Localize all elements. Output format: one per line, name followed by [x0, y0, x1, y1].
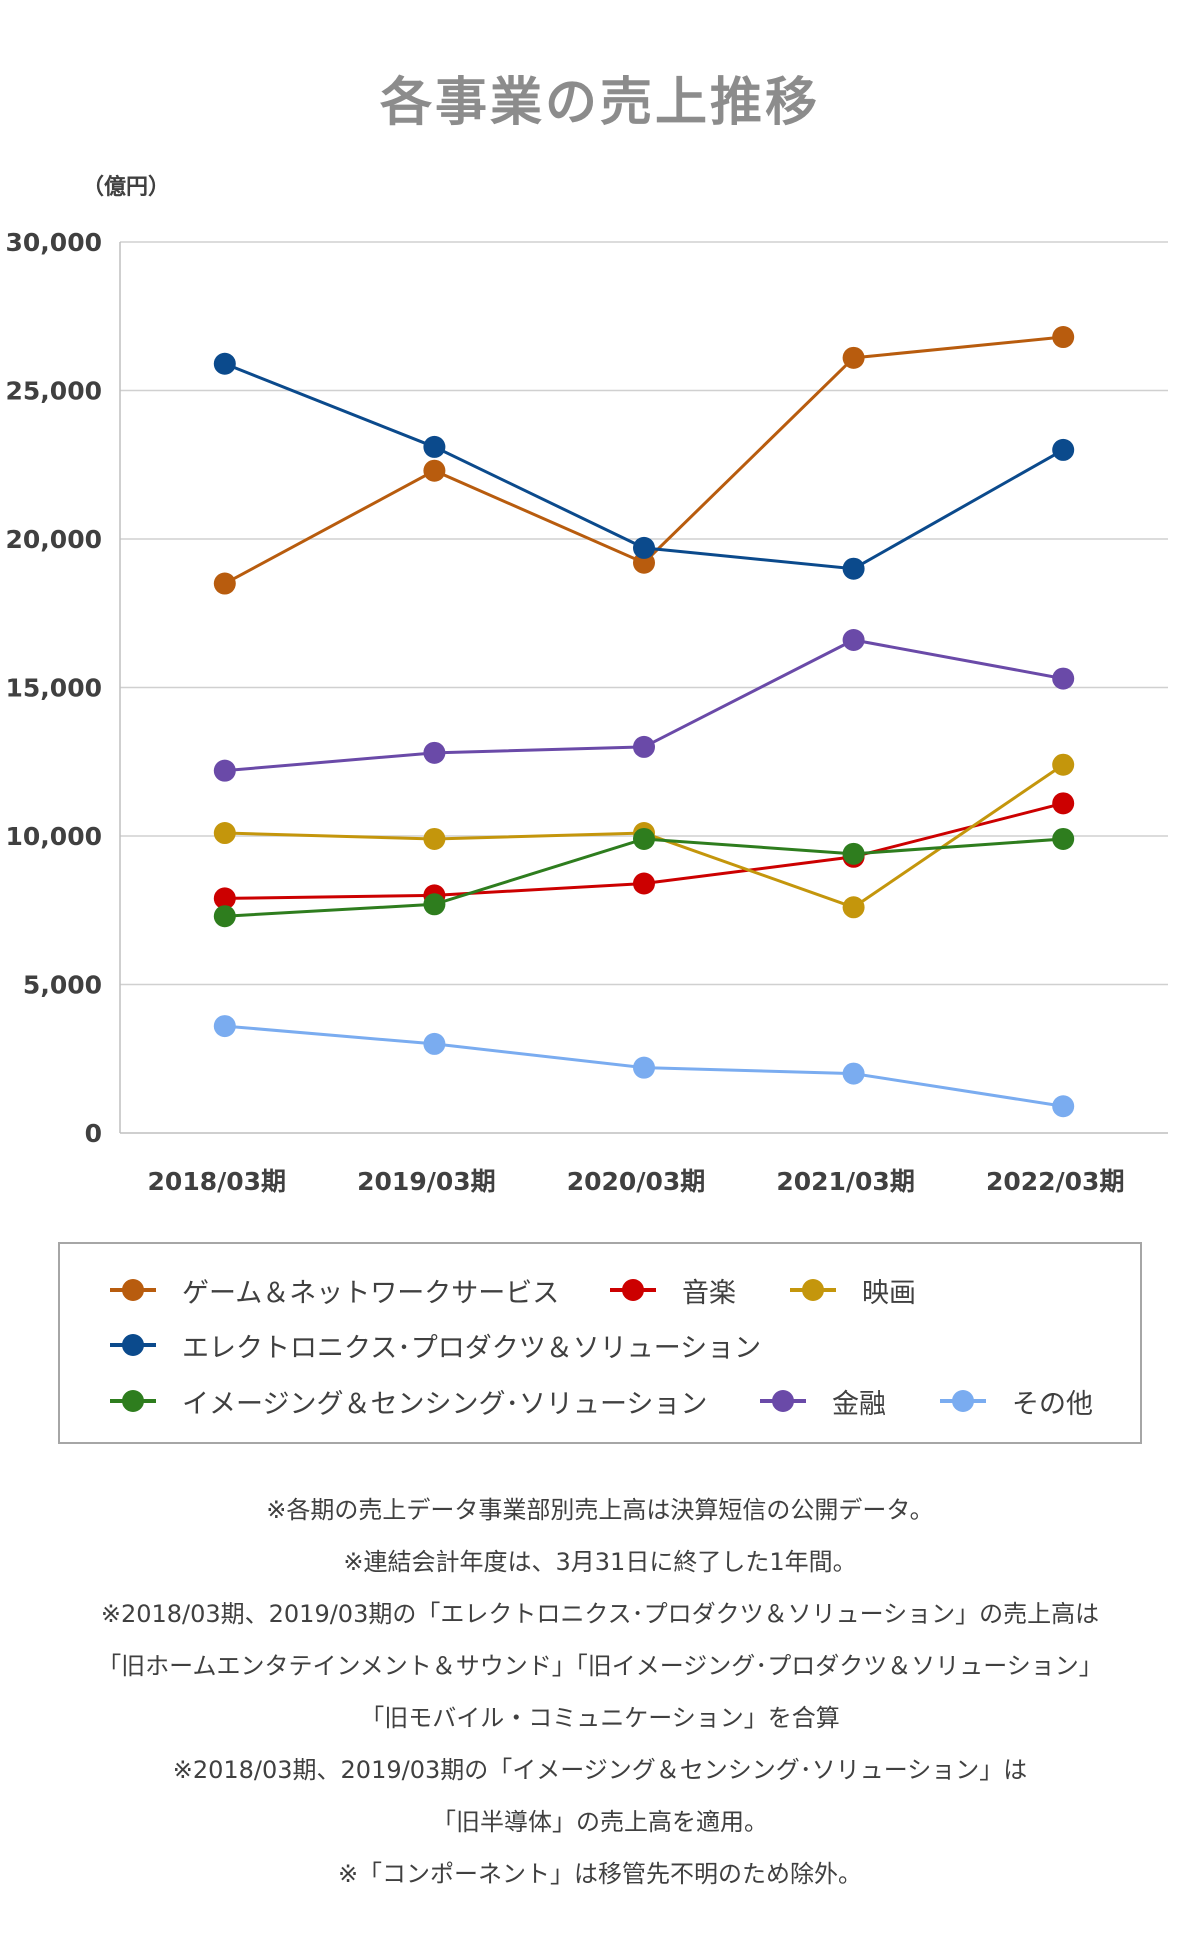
chart-title: 各事業の売上推移: [379, 73, 820, 133]
legend-swatch-icon: [940, 1381, 986, 1421]
data-point: [213, 822, 236, 845]
footnote: 「旧半導体」の売上高を適用。: [432, 1808, 768, 1836]
legend-item-film: 映画: [790, 1270, 916, 1310]
footnote: ※2018/03期、2019/03期の「エレクトロニクス･プロダクツ＆ソリューシ…: [100, 1600, 1100, 1628]
footnote: ※2018/03期、2019/03期の「イメージング＆センシング･ソリューション…: [172, 1756, 1028, 1784]
y-axis-unit: （億円）: [82, 174, 170, 200]
x-axis: 2018/03期 2019/03期 2020/03期 2021/03期 2022/03期: [120, 1132, 1168, 1196]
footnote: ※連結会計年度は、3月31日に終了した1年間。: [343, 1548, 857, 1576]
data-point: [213, 352, 236, 375]
legend-item-imaging: イメージング＆センシング･ソリューション: [110, 1381, 707, 1421]
data-point: [423, 827, 446, 850]
data-point: [423, 741, 446, 764]
legend-item-electronics: エレクトロニクス･プロダクツ＆ソリューション: [110, 1325, 761, 1365]
y-tick-label: 5,000: [23, 971, 102, 1000]
x-tick-label: 2019/03期: [357, 1167, 496, 1196]
y-tick-label: 30,000: [6, 228, 102, 257]
x-tick-label: 2018/03期: [148, 1167, 287, 1196]
y-axis: 0 5,000 10,000 15,000 20,000 25,000 30,000: [6, 228, 121, 1148]
data-point: [213, 1015, 236, 1038]
data-point: [1052, 827, 1075, 850]
x-tick-label: 2021/03期: [776, 1167, 915, 1196]
y-tick-label: 20,000: [6, 525, 102, 554]
data-point: [842, 842, 865, 865]
legend-swatch-icon: [110, 1381, 156, 1421]
legend-label: イメージング＆センシング･ソリューション: [182, 1388, 708, 1420]
footnote: ※各期の売上データ事業部別売上高は決算短信の公開データ。: [266, 1496, 934, 1524]
legend: ゲーム＆ネットワークサービス 音楽 映画 エレクトロニクス･プロダクツ＆ソリュー…: [58, 1242, 1142, 1444]
data-point: [1052, 1095, 1075, 1118]
legend-label: 金融: [832, 1388, 886, 1420]
legend-swatch-icon: [110, 1270, 156, 1310]
legend-swatch-icon: [110, 1325, 156, 1365]
footnote: 「旧ホームエンタテインメント＆サウンド」「旧イメージング･プロダクツ＆ソリューシ…: [97, 1652, 1103, 1680]
legend-item-finance: 金融: [760, 1381, 886, 1421]
series-1: [213, 792, 1075, 910]
legend-item-other: その他: [940, 1381, 1093, 1421]
x-tick-label: 2022/03期: [986, 1167, 1125, 1196]
data-point: [423, 435, 446, 458]
data-point: [213, 887, 236, 910]
y-tick-label: 10,000: [6, 822, 102, 851]
data-point: [1052, 326, 1075, 349]
data-point: [423, 459, 446, 482]
data-point: [423, 893, 446, 916]
y-tick-label: 0: [85, 1119, 102, 1148]
data-point: [633, 827, 655, 850]
data-point: [1052, 792, 1075, 815]
data-point: [213, 759, 236, 782]
legend-item-game: ゲーム＆ネットワークサービス: [110, 1270, 559, 1310]
series-4: [213, 827, 1075, 928]
legend-label: ゲーム＆ネットワークサービス: [182, 1277, 560, 1309]
series-group: [213, 326, 1075, 1118]
data-point: [633, 872, 655, 895]
data-point: [1052, 667, 1075, 690]
series-5: [213, 628, 1075, 782]
data-point: [1052, 438, 1075, 461]
data-point: [633, 735, 655, 758]
data-point: [1052, 753, 1075, 776]
data-point: [842, 628, 865, 651]
line-chart: （億円） 0 5,000 10,000 15,000 20,000 25,000 30,00…: [6, 174, 1168, 1196]
legend-swatch-icon: [610, 1270, 656, 1310]
data-point: [423, 1032, 446, 1055]
legend-label: エレクトロニクス･プロダクツ＆ソリューション: [182, 1332, 762, 1364]
legend-swatch-icon: [790, 1270, 836, 1310]
data-point: [842, 896, 865, 919]
legend-label: 映画: [862, 1277, 916, 1309]
footnotes: ※各期の売上データ事業部別売上高は決算短信の公開データ。 ※連結会計年度は、3月…: [0, 1484, 1200, 1900]
legend-swatch-icon: [760, 1381, 806, 1421]
series-6: [213, 1015, 1075, 1118]
legend-item-music: 音楽: [610, 1270, 736, 1310]
series-0: [213, 326, 1075, 595]
y-tick-label: 15,000: [6, 674, 102, 703]
series-3: [213, 352, 1075, 580]
data-point: [842, 1062, 865, 1085]
x-tick-label: 2020/03期: [567, 1167, 706, 1196]
y-tick-label: 25,000: [6, 377, 102, 406]
data-point: [213, 905, 236, 928]
data-point: [633, 536, 655, 559]
data-point: [633, 1056, 655, 1079]
data-point: [842, 346, 865, 369]
legend-label: その他: [1012, 1388, 1093, 1420]
data-point: [213, 572, 236, 595]
legend-label: 音楽: [682, 1277, 736, 1309]
footnote: ※「コンポーネント」は移管先不明のため除外。: [337, 1860, 863, 1888]
data-point: [842, 557, 865, 580]
footnote: 「旧モバイル・コミュニケーション」を合算: [360, 1704, 840, 1732]
